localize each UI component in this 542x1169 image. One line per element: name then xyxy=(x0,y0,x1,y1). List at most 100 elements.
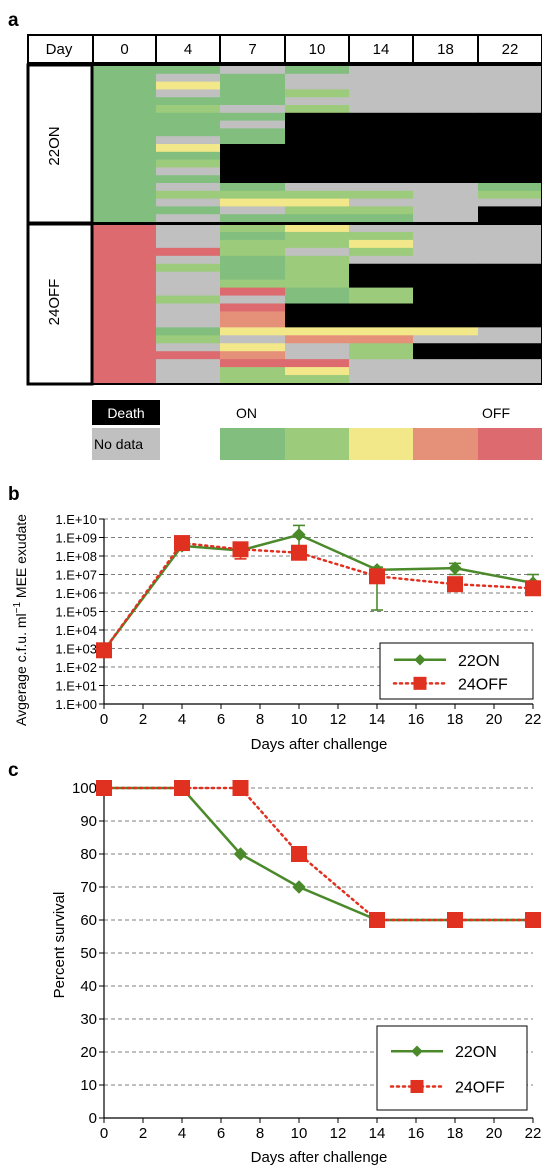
heatmap-cell xyxy=(220,151,286,161)
heatmap-cell xyxy=(285,136,350,145)
heatmap-cell xyxy=(285,367,350,376)
data-point xyxy=(292,528,306,542)
heatmap-cell xyxy=(349,198,414,207)
legend-entry-label: 24OFF xyxy=(455,1079,505,1096)
x-tick-label: 8 xyxy=(256,711,264,728)
heatmap-cell xyxy=(285,271,350,281)
heatmap-cell xyxy=(478,335,542,344)
heatmap-cell xyxy=(156,206,221,215)
heatmap-cell xyxy=(220,97,286,106)
heatmap-cell xyxy=(349,73,414,83)
heatmap-cell xyxy=(413,151,479,161)
heatmap-cell xyxy=(156,66,221,75)
heatmap-cell xyxy=(478,319,542,328)
heatmap-cell xyxy=(349,136,414,145)
heatmap-cell xyxy=(349,167,414,176)
heatmap-cell xyxy=(156,136,221,145)
heatmap-cell xyxy=(285,359,350,368)
heatmap-cell xyxy=(156,343,221,352)
heatmap-cell xyxy=(156,231,221,241)
heatmap-cell xyxy=(413,198,479,207)
heatmap-cell xyxy=(220,239,286,249)
group-label-22on: 22ON xyxy=(46,126,63,165)
chart-b-y-label-main: Avgerage c.f.u. ml xyxy=(13,613,29,726)
data-point xyxy=(174,535,190,552)
x-tick-label: 12 xyxy=(330,711,347,728)
heatmap-cell xyxy=(156,271,221,281)
data-point xyxy=(525,912,541,928)
heatmap-cell xyxy=(156,120,221,129)
heatmap-cell xyxy=(285,327,350,336)
y-tick-label: 100 xyxy=(72,780,97,797)
heatmap-cell xyxy=(285,311,350,320)
heatmap-cell xyxy=(285,198,350,207)
heatmap-cell xyxy=(478,214,542,223)
heatmap-cell xyxy=(156,367,221,376)
x-tick-label: 12 xyxy=(330,1125,347,1142)
heatmap-cell xyxy=(349,128,414,137)
heatmap-cell xyxy=(156,279,221,289)
legend-scale-swatch xyxy=(285,428,349,460)
x-tick-label: 16 xyxy=(408,711,425,728)
heatmap-cell xyxy=(478,128,542,137)
y-tick-label: 1.E+00 xyxy=(55,697,97,712)
heatmap-cell xyxy=(413,247,479,257)
heatmap-cell xyxy=(220,303,286,312)
heatmap-cell xyxy=(478,105,542,114)
heatmap-cell xyxy=(220,343,286,352)
legend-entry-label: 22ON xyxy=(455,1044,497,1061)
x-tick-label: 14 xyxy=(369,1125,386,1142)
legend-no-data-label: No data xyxy=(94,436,143,452)
heatmap-cell xyxy=(413,367,479,376)
heatmap-cell xyxy=(349,295,414,304)
heatmap-cell xyxy=(349,89,414,98)
heatmap-cell xyxy=(478,175,542,184)
heatmap-cell xyxy=(220,190,286,200)
heatmap-cell xyxy=(478,311,542,320)
y-tick-label: 1.E+09 xyxy=(55,531,97,546)
heatmap-cell xyxy=(413,89,479,98)
x-tick-label: 4 xyxy=(178,1125,186,1142)
heatmap-cell xyxy=(349,183,414,192)
panel-b-label: b xyxy=(8,484,20,505)
heatmap-cell xyxy=(478,81,542,90)
heatmap-cell xyxy=(413,167,479,176)
heatmap-cell xyxy=(156,97,221,106)
heatmap-cell xyxy=(349,279,414,289)
heatmap-day-labels: 0 4 7 10 14 18 22 xyxy=(120,41,518,58)
heatmap-cell xyxy=(220,375,286,384)
data-point xyxy=(291,544,307,561)
y-tick-label: 20 xyxy=(80,1044,97,1061)
heatmap-cell xyxy=(285,97,350,106)
chart-b-y-label-sup: −1 xyxy=(12,602,23,614)
legend-color-scale xyxy=(220,428,542,460)
heatmap-cell xyxy=(285,287,350,297)
chart-c-series xyxy=(96,780,541,928)
heatmap-cell xyxy=(220,287,286,297)
heatmap-cell xyxy=(220,255,286,265)
heatmap-cell xyxy=(349,287,414,297)
legend-scale-swatch xyxy=(478,428,542,460)
heatmap-cell xyxy=(478,351,542,360)
heatmap-cell xyxy=(220,120,286,129)
y-tick-label: 1.E+08 xyxy=(55,549,97,564)
y-tick-label: 1.E+04 xyxy=(55,623,97,638)
heatmap-cell xyxy=(285,120,350,129)
heatmap-cell xyxy=(413,136,479,145)
series-line xyxy=(102,541,535,652)
heatmap-cell xyxy=(285,224,350,233)
heatmap-cell xyxy=(156,359,221,368)
heatmap-cell xyxy=(349,206,414,215)
heatmap-day-label: 10 xyxy=(309,41,326,58)
heatmap-cell xyxy=(349,112,414,122)
heatmap-cell xyxy=(156,311,221,320)
heatmap-cell xyxy=(285,375,350,384)
legend-on-label: ON xyxy=(236,405,257,421)
heatmap-cell xyxy=(478,287,542,297)
heatmap-cell xyxy=(156,89,221,98)
heatmap-cell xyxy=(156,144,221,153)
data-point xyxy=(410,1079,424,1093)
heatmap-cell xyxy=(285,279,350,289)
chart-b-y-label-tail: MEE exudate xyxy=(13,514,29,602)
heatmap-cell xyxy=(478,198,542,207)
